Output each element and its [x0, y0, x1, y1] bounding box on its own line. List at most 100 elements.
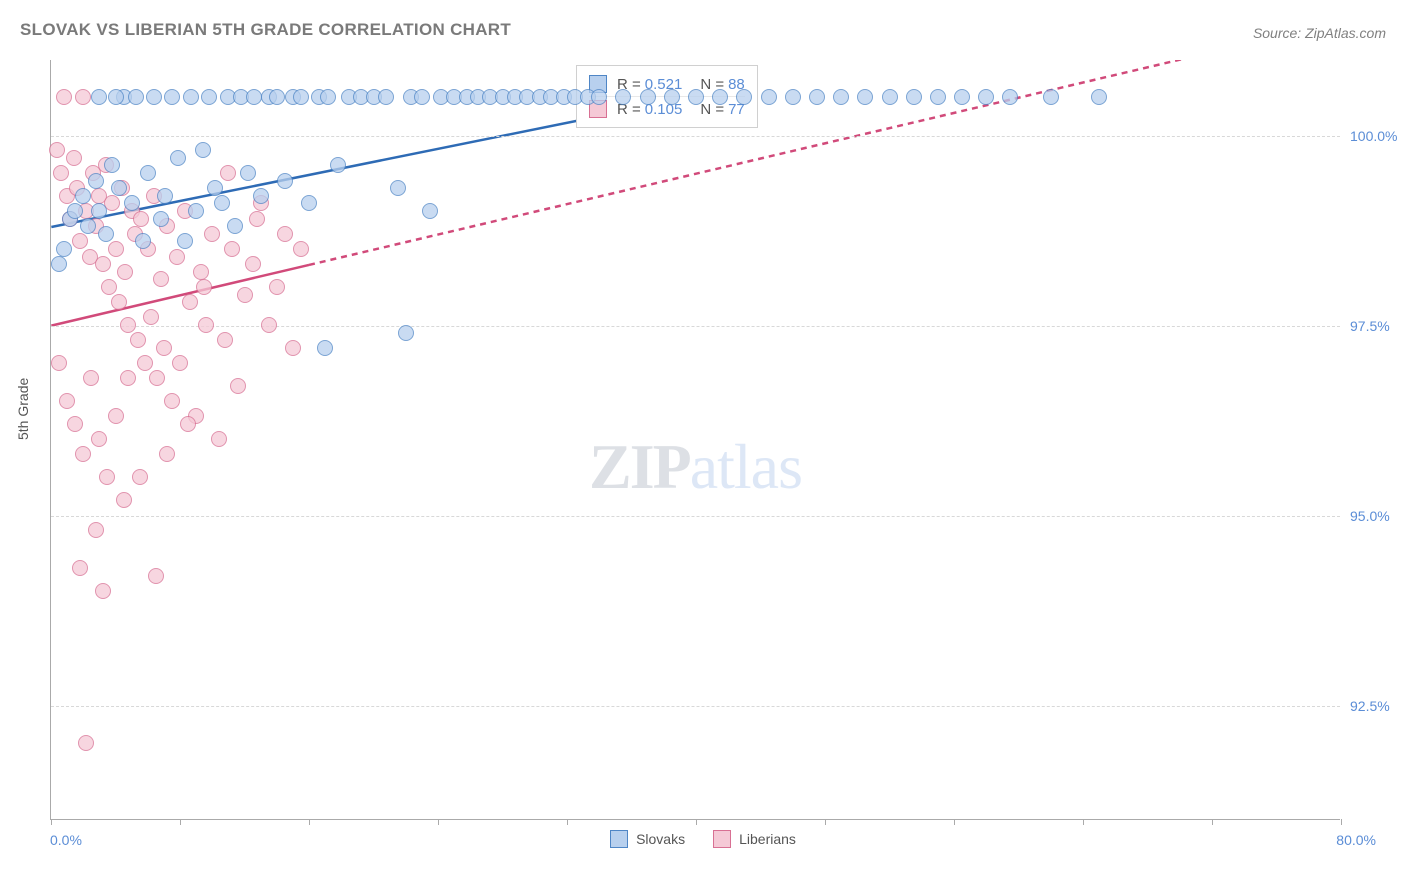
data-point: [930, 89, 946, 105]
data-point: [98, 226, 114, 242]
data-point: [736, 89, 752, 105]
data-point: [72, 560, 88, 576]
data-point: [217, 332, 233, 348]
data-point: [88, 173, 104, 189]
data-point: [196, 279, 212, 295]
data-point: [198, 317, 214, 333]
watermark-part1: ZIP: [589, 431, 690, 502]
data-point: [91, 431, 107, 447]
legend-label: Liberians: [739, 831, 796, 847]
data-point: [230, 378, 246, 394]
x-tick: [1083, 819, 1084, 825]
data-point: [88, 522, 104, 538]
data-point: [201, 89, 217, 105]
data-point: [143, 309, 159, 325]
data-point: [882, 89, 898, 105]
data-point: [211, 431, 227, 447]
data-point: [277, 173, 293, 189]
watermark: ZIPatlas: [51, 430, 1340, 504]
legend-item: Liberians: [713, 830, 796, 848]
data-point: [130, 332, 146, 348]
data-point: [146, 89, 162, 105]
data-point: [253, 188, 269, 204]
data-point: [170, 150, 186, 166]
gridline: [51, 326, 1340, 327]
data-point: [183, 89, 199, 105]
data-point: [809, 89, 825, 105]
data-point: [422, 203, 438, 219]
data-point: [390, 180, 406, 196]
plot-area: ZIPatlas R =0.521N =88R =0.105N =77 92.5…: [50, 60, 1340, 820]
data-point: [117, 264, 133, 280]
data-point: [301, 195, 317, 211]
source-credit: Source: ZipAtlas.com: [1253, 25, 1386, 41]
data-point: [91, 89, 107, 105]
data-point: [80, 218, 96, 234]
data-point: [317, 340, 333, 356]
data-point: [133, 211, 149, 227]
data-point: [116, 492, 132, 508]
legend-swatch: [713, 830, 731, 848]
data-point: [78, 735, 94, 751]
data-point: [149, 370, 165, 386]
legend-swatch: [610, 830, 628, 848]
data-point: [414, 89, 430, 105]
data-point: [591, 89, 607, 105]
data-point: [169, 249, 185, 265]
data-point: [245, 256, 261, 272]
data-point: [249, 211, 265, 227]
data-point: [66, 150, 82, 166]
x-tick: [438, 819, 439, 825]
data-point: [159, 446, 175, 462]
data-point: [164, 89, 180, 105]
x-tick: [696, 819, 697, 825]
y-tick-label: 95.0%: [1350, 508, 1406, 524]
data-point: [227, 218, 243, 234]
x-tick: [825, 819, 826, 825]
data-point: [182, 294, 198, 310]
data-point: [195, 142, 211, 158]
data-point: [1091, 89, 1107, 105]
data-point: [688, 89, 704, 105]
data-point: [330, 157, 346, 173]
legend-stats-text: R =0.521N =88: [617, 76, 745, 93]
data-point: [135, 233, 151, 249]
x-tick: [309, 819, 310, 825]
series-legend: SlovaksLiberians: [0, 830, 1406, 853]
data-point: [664, 89, 680, 105]
data-point: [101, 279, 117, 295]
data-point: [99, 469, 115, 485]
data-point: [153, 211, 169, 227]
watermark-part2: atlas: [690, 431, 802, 502]
data-point: [91, 203, 107, 219]
data-point: [120, 370, 136, 386]
x-tick: [1341, 819, 1342, 825]
data-point: [177, 233, 193, 249]
data-point: [153, 271, 169, 287]
y-tick-label: 100.0%: [1350, 128, 1406, 144]
data-point: [132, 469, 148, 485]
data-point: [108, 408, 124, 424]
data-point: [111, 180, 127, 196]
data-point: [261, 317, 277, 333]
data-point: [285, 340, 301, 356]
data-point: [978, 89, 994, 105]
data-point: [124, 195, 140, 211]
data-point: [95, 256, 111, 272]
data-point: [180, 416, 196, 432]
x-tick: [567, 819, 568, 825]
y-tick-label: 97.5%: [1350, 318, 1406, 334]
data-point: [108, 241, 124, 257]
data-point: [1043, 89, 1059, 105]
data-point: [320, 89, 336, 105]
x-tick: [180, 819, 181, 825]
data-point: [378, 89, 394, 105]
data-point: [53, 165, 69, 181]
data-point: [128, 89, 144, 105]
data-point: [269, 279, 285, 295]
gridline: [51, 516, 1340, 517]
data-point: [761, 89, 777, 105]
gridline: [51, 136, 1340, 137]
data-point: [398, 325, 414, 341]
legend-stats-text: R =0.105N =77: [617, 101, 745, 118]
